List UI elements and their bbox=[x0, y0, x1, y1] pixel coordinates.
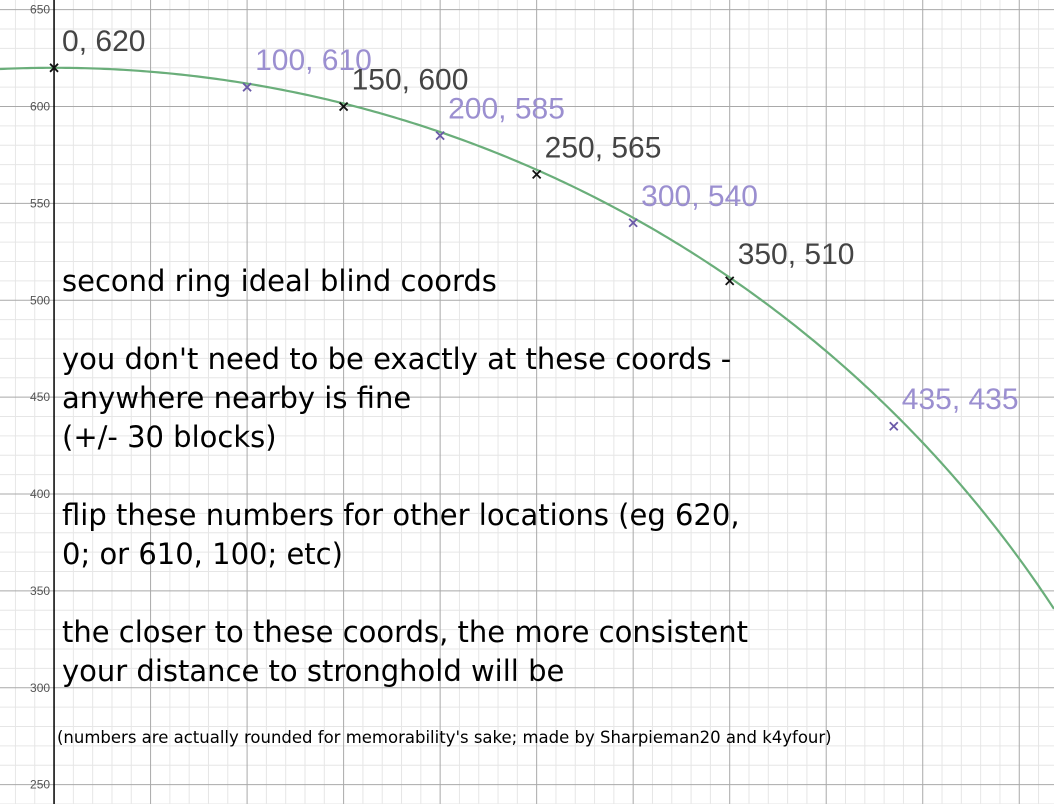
point-label: 100, 610 bbox=[255, 44, 372, 77]
point-label: 250, 565 bbox=[545, 131, 662, 164]
point-label: 150, 600 bbox=[352, 64, 469, 97]
point-marker bbox=[242, 82, 252, 92]
point-label: 0, 620 bbox=[62, 25, 145, 58]
y-tick-label: 350 bbox=[30, 584, 50, 598]
y-tick-label: 650 bbox=[30, 3, 50, 17]
notes-paragraph-consistency: the closer to these coords, the more con… bbox=[62, 613, 862, 691]
y-tick-label: 450 bbox=[30, 390, 50, 404]
notes-line: flip these numbers for other locations (… bbox=[62, 498, 740, 532]
notes-panel: second ring ideal blind coords you don't… bbox=[62, 262, 862, 730]
notes-line: you don't need to be exactly at these co… bbox=[62, 342, 732, 376]
notes-line: 0; or 610, 100; etc) bbox=[62, 537, 343, 571]
point-label: 350, 510 bbox=[738, 238, 855, 271]
y-tick-labels: 250 300 350 400 450 500 550 600 650 bbox=[30, 3, 50, 792]
ring-curve bbox=[0, 66, 1054, 610]
point-marker bbox=[889, 421, 899, 431]
y-tick-label: 250 bbox=[30, 778, 50, 792]
point-marker bbox=[628, 218, 638, 228]
point-label: 200, 585 bbox=[448, 93, 565, 126]
point-marker bbox=[532, 169, 542, 179]
point-marker bbox=[435, 130, 445, 141]
y-tick-label: 300 bbox=[30, 681, 50, 695]
notes-paragraph-flip: flip these numbers for other locations (… bbox=[62, 496, 862, 574]
notes-paragraph-nearby: you don't need to be exactly at these co… bbox=[62, 340, 862, 457]
credit-note: (numbers are actually rounded for memora… bbox=[57, 728, 832, 747]
notes-line: your distance to stronghold will be bbox=[62, 654, 565, 688]
y-tick-label: 600 bbox=[30, 100, 50, 114]
point-label: 435, 435 bbox=[902, 383, 1019, 416]
point-label: 300, 540 bbox=[641, 180, 758, 213]
y-tick-label: 500 bbox=[30, 293, 50, 307]
y-tick-label: 550 bbox=[30, 196, 50, 210]
point-marker bbox=[725, 276, 735, 286]
y-tick-label: 400 bbox=[30, 487, 50, 501]
notes-line: (+/- 30 blocks) bbox=[62, 420, 277, 454]
notes-line: anywhere nearby is fine bbox=[62, 381, 412, 415]
point-marker bbox=[338, 101, 349, 112]
notes-title: second ring ideal blind coords bbox=[62, 264, 497, 298]
point-marker bbox=[49, 63, 59, 73]
notes-line: the closer to these coords, the more con… bbox=[62, 615, 748, 649]
